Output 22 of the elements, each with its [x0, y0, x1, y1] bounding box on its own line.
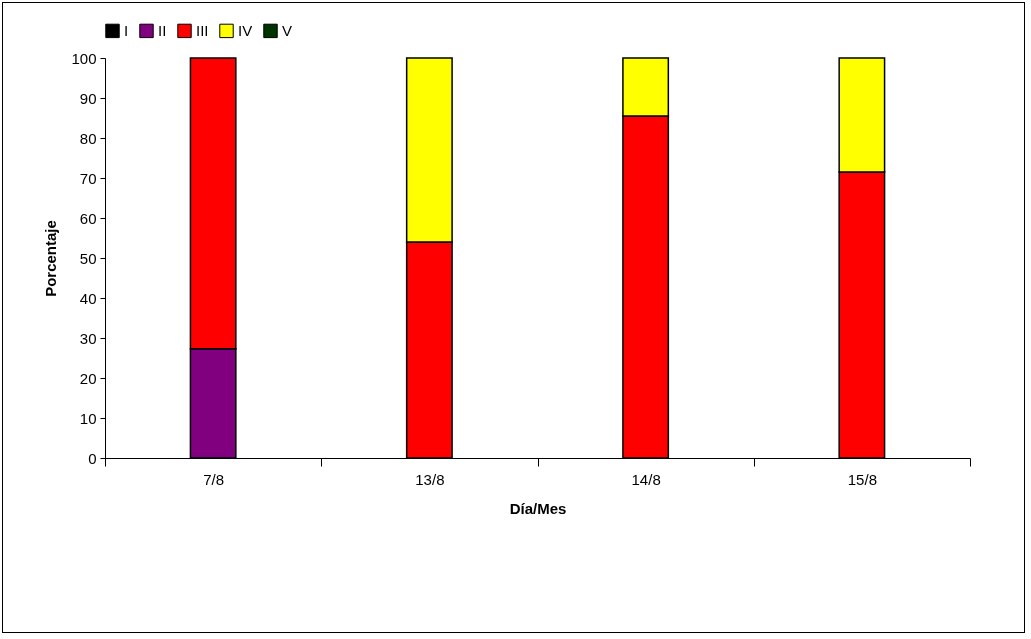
x-tick-label: 15/8 — [847, 470, 877, 488]
y-tick-label: 40 — [79, 289, 97, 307]
legend-label: I — [124, 21, 129, 39]
y-tick-label: 50 — [79, 249, 97, 267]
x-tick-label: 7/8 — [203, 470, 225, 488]
y-tick-label: 20 — [79, 369, 97, 387]
legend-label: III — [196, 21, 209, 39]
y-axis-title: Porcentaje — [42, 220, 60, 297]
x-axis-title: Día/Mes — [509, 499, 567, 517]
y-tick-label: 90 — [79, 89, 97, 107]
x-tick-label: 14/8 — [631, 470, 661, 488]
legend-label: IV — [238, 21, 253, 39]
legend-label: V — [282, 21, 293, 39]
y-tick-label: 100 — [71, 49, 97, 67]
y-tick-label: 10 — [79, 409, 97, 427]
legend-label: II — [158, 21, 167, 39]
y-tick-label: 80 — [79, 129, 97, 147]
y-tick-label: 30 — [79, 329, 97, 347]
x-tick-label: 13/8 — [415, 470, 445, 488]
y-tick-label: 70 — [79, 169, 97, 187]
y-tick-label: 60 — [79, 209, 97, 227]
y-tick-label: 0 — [88, 449, 97, 467]
